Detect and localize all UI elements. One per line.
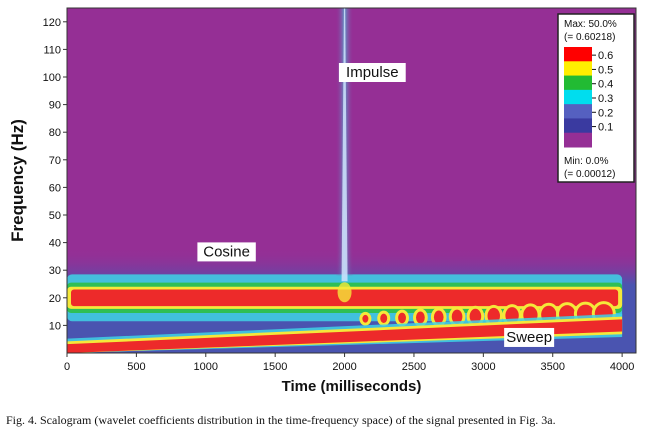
plot-frame (66, 7, 637, 354)
legend-color-swatch (564, 75, 592, 91)
y-tick-label: 70 (49, 155, 61, 167)
legend-color-swatch (564, 47, 592, 62)
y-tick-label: 110 (43, 44, 61, 56)
sweep-core (67, 319, 623, 353)
y-axis-label: Frequency (Hz) (8, 119, 27, 242)
annotation-box (197, 242, 256, 262)
interference-lobe (469, 308, 482, 324)
legend-color-swatch (564, 118, 592, 134)
x-axis-label: Time (milliseconds) (282, 378, 422, 395)
legend-tick-label: 0.5 (598, 64, 613, 76)
figure-caption: Fig. 4. Scalogram (wavelet coefficients … (6, 413, 556, 427)
y-tick-label: 80 (49, 127, 61, 139)
x-tick-label: 1500 (263, 361, 287, 373)
plot-area (66, 7, 637, 354)
scalogram-marks (67, 8, 636, 353)
interference-lobe (433, 310, 444, 324)
legend-tick-label: 0.1 (598, 122, 613, 134)
legend-max-label: Max: 50.0% (564, 19, 617, 30)
x-tick-label: 0 (64, 361, 70, 373)
legend-color-swatch (564, 89, 592, 105)
legend-tick-label: 0.3 (598, 93, 613, 105)
legend-color-swatch (564, 61, 592, 77)
legend-tick-label: 0.4 (598, 79, 613, 91)
y-tick-label: 120 (43, 17, 61, 29)
annotation-text: Cosine (203, 243, 250, 260)
annotation-text: Impulse (346, 64, 399, 81)
interference-lobe (416, 311, 425, 324)
interference-lobe (362, 314, 369, 323)
x-tick-label: 1000 (194, 361, 218, 373)
annotation-cosine: Cosine (197, 242, 256, 262)
interference-lobe (398, 312, 406, 324)
y-tick-label: 50 (49, 210, 61, 222)
x-tick-label: 4000 (610, 361, 634, 373)
annotation-text: Sweep (506, 329, 552, 346)
legend-max-value: (= 0.60218) (564, 32, 615, 43)
legend-min-label: Min: 0.0% (564, 156, 609, 167)
interference-lobe (380, 313, 388, 323)
x-tick-label: 500 (127, 361, 145, 373)
legend-color-bar (564, 47, 592, 148)
legend-color-swatch (564, 104, 592, 119)
legend-tick-label: 0.2 (598, 107, 613, 119)
legend-color-swatch (564, 132, 592, 148)
impulse-spike (341, 8, 348, 282)
legend-tick-label: 0.6 (598, 50, 613, 62)
y-tick-label: 20 (49, 293, 61, 305)
x-tick-label: 3500 (540, 361, 564, 373)
legend-min-value: (= 0.00012) (564, 169, 615, 180)
annotation-impulse: Impulse (338, 63, 406, 82)
annotation-sweep: Sweep (504, 327, 555, 347)
interference-lobe (451, 309, 463, 324)
x-tick-label: 2000 (332, 361, 356, 373)
y-tick-label: 10 (49, 320, 61, 332)
y-tick-label: 60 (49, 182, 61, 194)
y-tick-label: 90 (49, 100, 61, 112)
y-tick-label: 30 (49, 265, 61, 277)
color-legend: Max: 50.0% (= 0.60218) 0.60.50.40.30.20.… (557, 13, 635, 183)
x-tick-label: 3000 (471, 361, 495, 373)
annotations: Impulse Cosine Sweep (197, 63, 555, 347)
y-tick-label: 40 (49, 238, 61, 250)
impulse-hotspot (337, 282, 352, 303)
x-axis-ticks: 0 500 1000 1500 2000 2500 3000 3500 4000 (64, 353, 634, 373)
legend-ticks: 0.6 0.5 0.4 0.3 0.2 0.1 (592, 50, 613, 134)
x-tick-label: 2500 (402, 361, 426, 373)
annotation-box (338, 63, 406, 82)
y-axis-ticks: 10 20 30 40 50 60 70 80 90 100 110 120 (43, 17, 67, 332)
annotation-box (504, 327, 555, 347)
y-tick-label: 100 (43, 72, 61, 84)
